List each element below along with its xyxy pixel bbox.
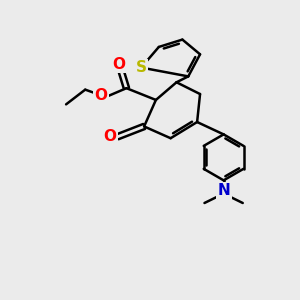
Text: S: S <box>136 60 147 75</box>
Text: O: O <box>112 56 126 71</box>
Text: N: N <box>217 183 230 198</box>
Text: O: O <box>94 88 107 103</box>
Text: O: O <box>103 129 116 144</box>
